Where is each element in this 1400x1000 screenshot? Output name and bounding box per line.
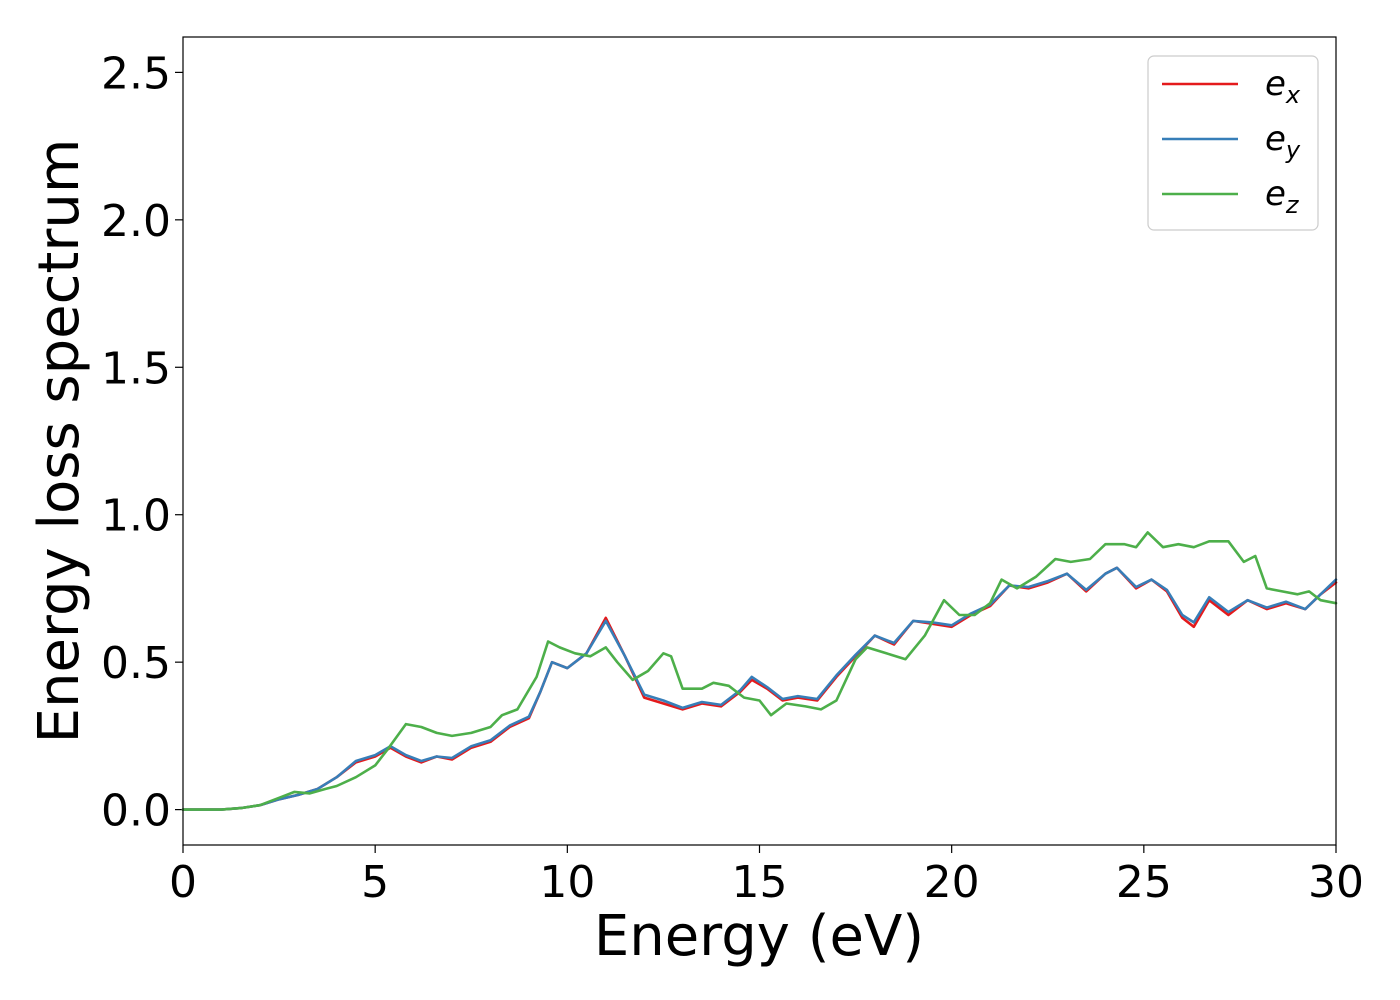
y-axis-ticks: 0.0 0.5 1.0 1.5 2.0 2.5 <box>101 48 183 837</box>
legend-label-base: e <box>1265 119 1286 159</box>
series-line-x <box>181 566 1338 811</box>
x-axis-label: Energy (eV) <box>594 904 924 969</box>
x-tick-label: 20 <box>924 857 980 908</box>
y-tick-label: 2.5 <box>101 48 171 99</box>
x-tick-label: 0 <box>169 857 197 908</box>
series-line-y <box>181 566 1338 811</box>
legend-label-z: ez <box>1265 174 1300 219</box>
x-tick-label: 5 <box>361 857 389 908</box>
legend-label-subscript: y <box>1285 136 1301 164</box>
series-line-z <box>181 531 1338 811</box>
legend-label-y: ey <box>1265 119 1301 164</box>
y-tick-label: 1.5 <box>101 343 171 394</box>
legend-label-subscript: x <box>1285 81 1301 109</box>
y-tick-label: 2.0 <box>101 196 171 247</box>
x-tick-label: 30 <box>1308 857 1364 908</box>
series-lines <box>181 531 1338 811</box>
legend-label-subscript: z <box>1285 191 1300 219</box>
y-axis-label: Energy loss spectrum <box>27 139 92 744</box>
y-tick-label: 0.0 <box>101 786 171 837</box>
x-axis-ticks: 0 5 10 15 20 25 30 <box>169 845 1364 908</box>
legend-label-base: e <box>1265 64 1286 104</box>
legend-label-x: ex <box>1265 64 1301 109</box>
x-tick-label: 15 <box>732 857 788 908</box>
legend-label-base: e <box>1265 174 1286 214</box>
x-tick-label: 25 <box>1116 857 1172 908</box>
y-tick-label: 1.0 <box>101 491 171 542</box>
legend-box <box>1147 55 1319 231</box>
y-tick-label: 0.5 <box>101 638 171 689</box>
plot-area-frame <box>182 36 1337 846</box>
x-tick-label: 10 <box>539 857 595 908</box>
